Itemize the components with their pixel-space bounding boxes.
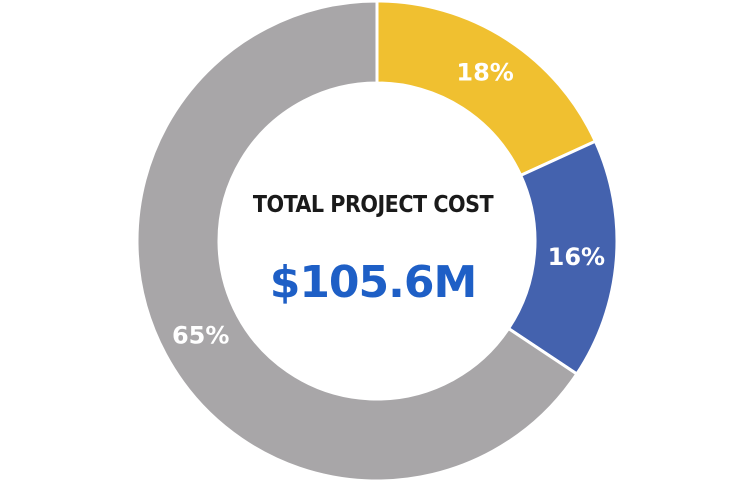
donut-slices bbox=[135, 0, 619, 483]
center-value: $105.6M bbox=[270, 257, 477, 308]
slice-label-2: 65% bbox=[172, 321, 229, 349]
donut-slice-2 bbox=[135, 0, 579, 483]
center-title: TOTAL PROJECT COST bbox=[253, 192, 494, 218]
donut-slice-labels: 18% 16% 65% bbox=[172, 59, 605, 350]
slice-label-0: 18% bbox=[456, 59, 513, 87]
slice-label-1: 16% bbox=[548, 243, 605, 271]
donut-slice-0 bbox=[375, 0, 598, 178]
